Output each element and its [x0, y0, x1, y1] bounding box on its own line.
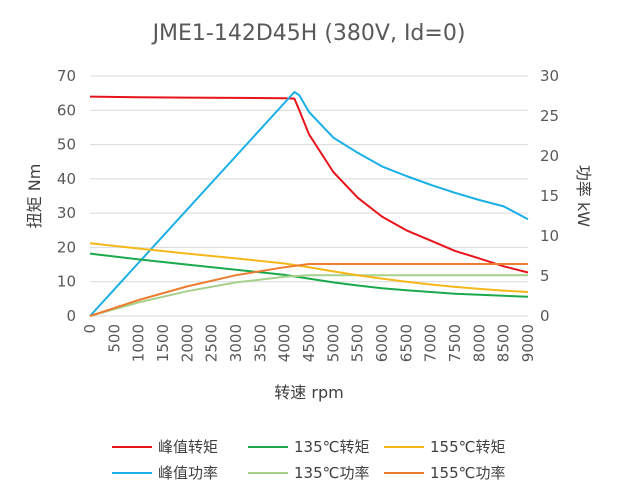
x-tick-label: 0 [81, 324, 99, 334]
series-line-5 [89, 263, 528, 317]
y2-tick-label: 30 [540, 67, 559, 85]
x-axis-label: 转速 rpm [274, 383, 343, 402]
y-tick-label: 40 [57, 170, 76, 188]
legend-label: 峰值功率 [158, 464, 218, 482]
y2-axis-label: 功率 kW [574, 165, 593, 227]
series-line-0 [89, 95, 529, 274]
y2-tick-label: 20 [540, 147, 559, 165]
y-tick-label: 60 [57, 101, 76, 119]
y-tick-label: 70 [57, 67, 76, 85]
series-line-2 [89, 252, 529, 298]
x-axis: 0 500 1000 1500 2000 2500 3000 3500 4000 4500 5000… [81, 324, 537, 362]
x-tick-label: 6500 [397, 324, 415, 362]
grid [90, 75, 528, 317]
y-tick-label: 0 [66, 307, 76, 325]
legend-label: 155℃转矩 [430, 438, 505, 456]
x-tick-label: 3000 [227, 324, 245, 362]
legend-label: 峰值转矩 [158, 438, 218, 456]
y-tick-label: 50 [57, 136, 76, 154]
x-tick-label: 8500 [495, 324, 513, 362]
x-tick-label: 9000 [519, 324, 537, 362]
chart-title: JME1-142D45H (380V, Id=0) [151, 21, 466, 46]
x-tick-label: 2000 [178, 324, 196, 362]
x-tick-label: 4500 [300, 324, 318, 362]
x-tick-label: 500 [105, 324, 123, 353]
y-axis-label: 扭矩 Nm [25, 164, 44, 229]
x-tick-label: 7000 [422, 324, 440, 362]
legend-label: 135℃转矩 [294, 438, 369, 456]
legend-label: 155℃功率 [430, 464, 505, 482]
plot-area [89, 91, 529, 317]
x-tick-label: 3500 [251, 324, 269, 362]
x-tick-label: 6000 [373, 324, 391, 362]
x-tick-label: 2500 [203, 324, 221, 362]
series-line-4 [89, 242, 529, 293]
x-tick-label: 4000 [276, 324, 294, 362]
x-tick-label: 5500 [349, 324, 367, 362]
y2-tick-label: 5 [540, 267, 550, 285]
series-line-1 [89, 91, 529, 317]
y-tick-label: 20 [57, 238, 76, 256]
y-tick-label: 30 [57, 204, 76, 222]
legend-label: 135℃功率 [294, 464, 369, 482]
x-tick-label: 5000 [324, 324, 342, 362]
y2-tick-label: 10 [540, 227, 559, 245]
y2-tick-label: 15 [540, 187, 559, 205]
y2-tick-label: 25 [540, 107, 559, 125]
series-line-3 [89, 274, 528, 317]
x-tick-label: 7500 [446, 324, 464, 362]
x-tick-label: 8000 [470, 324, 488, 362]
x-tick-label: 1000 [130, 324, 148, 362]
y2-tick-label: 0 [540, 307, 550, 325]
y-axis-left: 0 10 20 30 40 50 60 70 [57, 67, 76, 325]
y-axis-right: 0 5 10 15 20 25 30 [540, 67, 559, 325]
x-tick-label: 1500 [154, 324, 172, 362]
y-tick-label: 10 [57, 273, 76, 291]
